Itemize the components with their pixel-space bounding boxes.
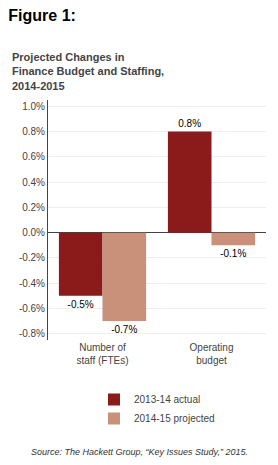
svg-text:-0.1%: -0.1% [220,248,246,259]
svg-text:Figure 1:: Figure 1: [8,7,76,24]
svg-text:0.8%: 0.8% [22,126,45,137]
svg-text:Projected Changes inFinance Bu: Projected Changes inFinance Budget and S… [12,51,164,92]
svg-text:0.6%: 0.6% [22,151,45,162]
svg-text:2013-14 actual: 2013-14 actual [134,394,200,405]
svg-text:Source: The Hackett Group, “Ke: Source: The Hackett Group, “Key Issues S… [31,447,248,457]
svg-text:-0.2%: -0.2% [19,252,45,263]
svg-text:0.2%: 0.2% [22,202,45,213]
svg-text:-0.8%: -0.8% [19,328,45,339]
svg-text:-0.5%: -0.5% [68,299,94,310]
svg-text:-0.6%: -0.6% [19,303,45,314]
svg-text:-0.7%: -0.7% [111,324,137,335]
svg-text:2014-15 projected: 2014-15 projected [134,413,215,424]
svg-text:0.4%: 0.4% [22,177,45,188]
svg-text:Operatingbudget: Operatingbudget [190,342,234,366]
svg-text:0.0%: 0.0% [22,227,45,238]
svg-text:Number ofstaff (FTEs): Number ofstaff (FTEs) [76,342,128,366]
svg-text:0.8%: 0.8% [178,118,201,129]
svg-text:-0.4%: -0.4% [19,278,45,289]
svg-text:1.0%: 1.0% [22,101,45,112]
